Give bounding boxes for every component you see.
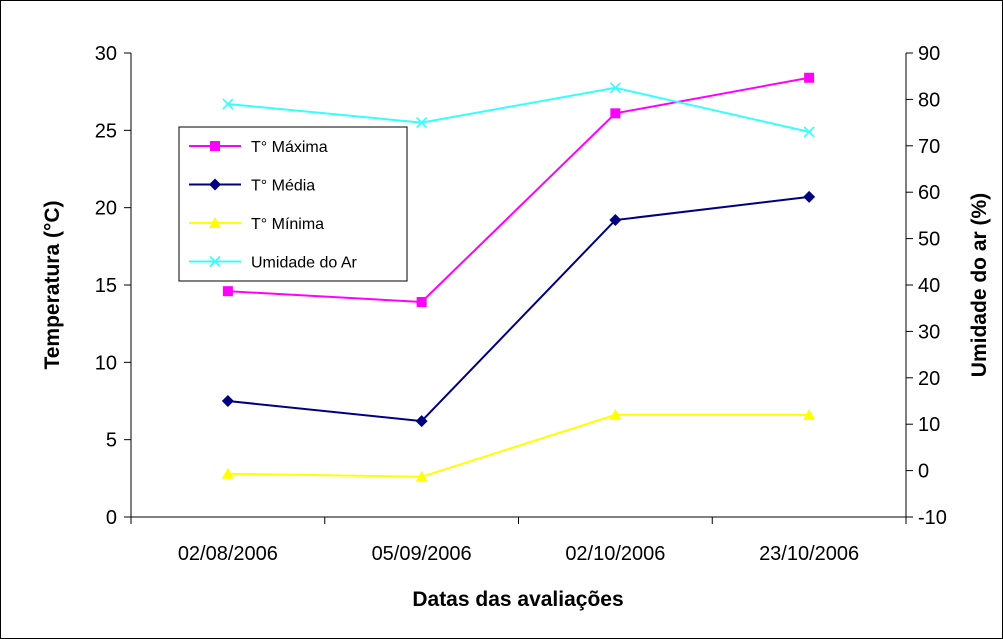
data-point <box>415 470 428 482</box>
data-point <box>221 395 234 407</box>
y-tick-label-left: 0 <box>106 507 117 529</box>
y-tick-label-left: 30 <box>95 43 117 65</box>
legend: T° Máxima T° Média T° Mínima Umidade do Ar <box>178 126 408 282</box>
x-tick-label: 05/09/2006 <box>372 543 472 565</box>
marker-stroke <box>416 117 428 129</box>
y-tick-label-left: 15 <box>95 275 117 297</box>
y-tick-label-right: 40 <box>918 275 940 297</box>
y-tick-label-right: 10 <box>918 414 940 436</box>
data-point <box>416 117 428 129</box>
y-tick-label-right: 20 <box>918 368 940 390</box>
legend-label: T° Mínima <box>251 216 324 233</box>
series-line <box>227 195 810 423</box>
y-tick-label-right: 90 <box>918 43 940 65</box>
y-tick-label-right: 0 <box>918 461 929 483</box>
data-point <box>221 467 234 479</box>
series-line <box>227 86 810 133</box>
y-tick-label-right: -10 <box>918 507 947 529</box>
y-tick-label-right: 30 <box>918 321 940 343</box>
series-2 <box>221 408 816 482</box>
x-tick-label: 02/10/2006 <box>565 543 665 565</box>
legend-marker <box>209 217 221 228</box>
y-tick-label-left: 10 <box>95 352 117 374</box>
axes: 0 5 10 15 20 25 30 -10 0 10 20 30 40 50 60 70 80 90 02/08/… <box>95 43 947 565</box>
marker-stroke <box>222 98 234 110</box>
data-point <box>609 408 622 420</box>
legend-marker <box>209 178 221 191</box>
marker-stroke <box>803 126 815 138</box>
legend-marker <box>209 255 221 268</box>
legend-item: T° Mínima <box>189 216 324 233</box>
series-0 <box>222 72 815 308</box>
data-point <box>415 415 428 428</box>
marker-stroke <box>209 255 221 268</box>
y-tick-label-right: 70 <box>918 136 940 158</box>
y-axis-title-left: Temperatura (°C) <box>41 200 64 369</box>
x-tick-label: 02/08/2006 <box>178 543 278 565</box>
y-tick-label-right: 80 <box>918 89 940 111</box>
y-tick-label-right: 50 <box>918 229 940 251</box>
legend-box <box>178 126 408 282</box>
data-point <box>609 214 622 227</box>
series-line <box>227 76 810 304</box>
legend-label: T° Média <box>251 178 315 195</box>
x-tick-label: 23/10/2006 <box>759 543 859 565</box>
legend-item: T° Média <box>189 178 315 195</box>
legend-label: Umidade do Ar <box>251 255 358 272</box>
y-tick-label-left: 25 <box>95 120 117 142</box>
data-point <box>222 286 233 297</box>
legend-item: T° Máxima <box>189 139 328 156</box>
data-point <box>416 297 427 308</box>
series-layer <box>221 72 816 482</box>
x-axis-title: Datas das avaliações <box>412 588 623 611</box>
data-point <box>804 72 815 83</box>
series-1 <box>221 190 816 428</box>
data-point <box>609 82 621 94</box>
y-tick-label-left: 20 <box>95 198 117 220</box>
data-point <box>803 126 815 138</box>
data-point <box>803 408 816 420</box>
data-point <box>803 190 816 203</box>
legend-label: T° Máxima <box>251 139 328 156</box>
data-point <box>222 98 234 110</box>
y-axis-title-right: Umidade do ar (%) <box>968 193 991 377</box>
legend-item: Umidade do Ar <box>189 255 358 272</box>
y-tick-label-left: 5 <box>106 430 117 452</box>
data-point <box>610 108 621 119</box>
series-3 <box>222 82 815 138</box>
y-tick-label-right: 60 <box>918 182 940 204</box>
marker-stroke <box>609 82 621 94</box>
series-line <box>227 413 810 478</box>
legend-marker <box>210 141 220 151</box>
